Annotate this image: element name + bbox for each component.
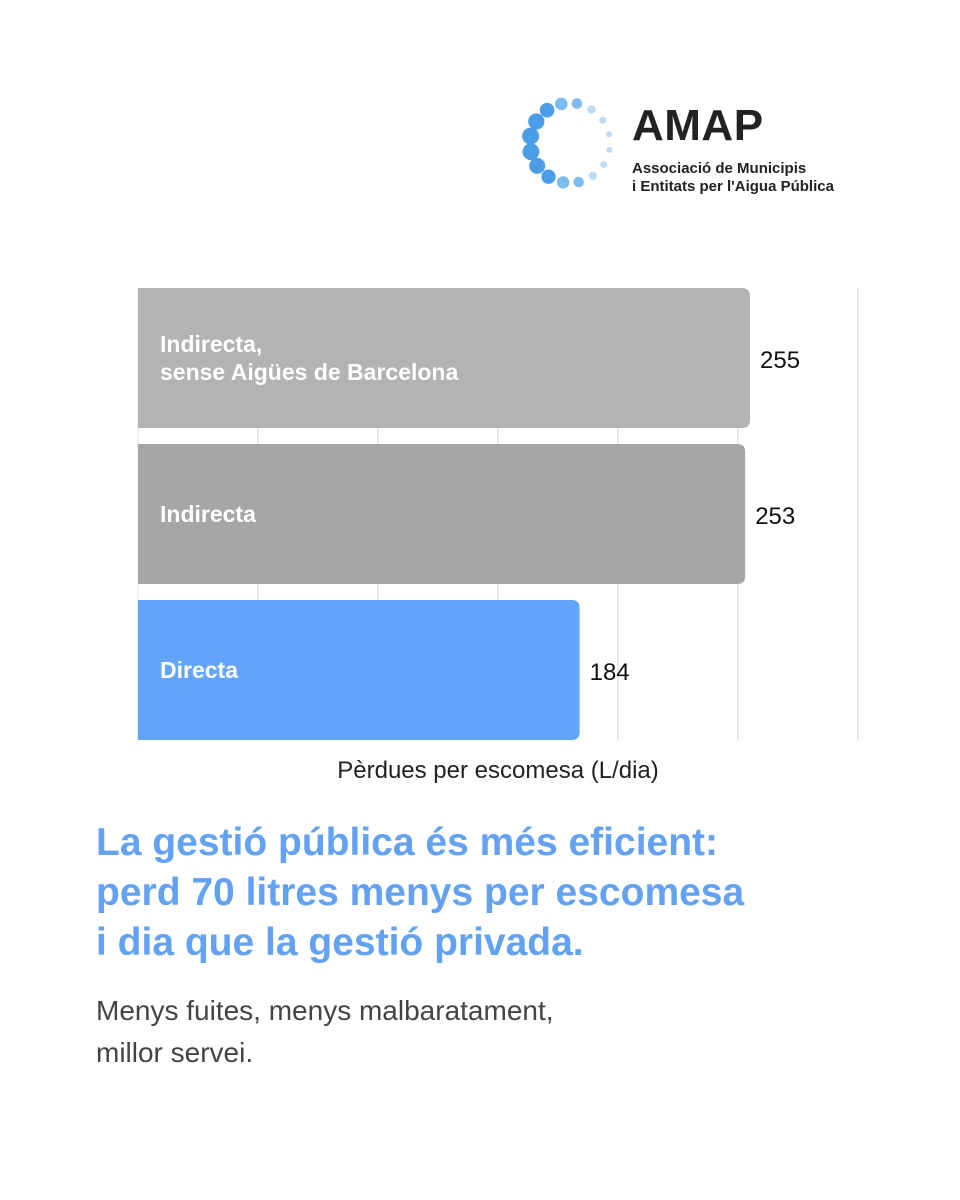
x-axis-label: Pèrdues per escomesa (L/dia) [337, 757, 659, 784]
logo-dot [587, 105, 596, 114]
logo-name: AMAP [632, 101, 764, 150]
logo-dot [571, 98, 583, 109]
bar-value-label: 184 [590, 659, 630, 686]
bar-chart: Indirecta,sense Aigües de Barcelona 255 In… [137, 288, 859, 784]
logo-dot [600, 161, 608, 168]
amap-logo: AMAP Associació de Municipis i Entitats … [515, 88, 875, 198]
logo-dot [529, 157, 546, 174]
bar-category-label: sense Aigües de Barcelona [160, 359, 458, 385]
logo-dot [528, 113, 545, 130]
bar-value-label: 253 [755, 503, 795, 530]
logo-dot [541, 169, 556, 184]
subheadline-line1: Menys fuites, menys malbaratament, [96, 995, 554, 1026]
water-drops-logo-icon [522, 97, 613, 189]
bar-category-label: Directa [160, 657, 238, 683]
logo-dot [555, 97, 568, 111]
subheadline: Menys fuites, menys malbaratament, millo… [96, 990, 896, 1074]
logo-dot [556, 176, 570, 189]
logo-dot [573, 176, 584, 188]
bar-category-label: Indirecta, [160, 331, 262, 357]
logo-subtitle-line2: i Entitats per l'Aigua Pública [632, 178, 834, 195]
logo-dot [599, 116, 607, 124]
logo-dot [606, 131, 613, 138]
bar [138, 600, 580, 740]
headline-line3: i dia que la gestió privada. [96, 921, 584, 964]
logo-dot [588, 171, 598, 180]
chart-bars [138, 288, 750, 740]
logo-dot [522, 143, 540, 161]
bar [138, 288, 750, 428]
bar-category-label: Indirecta [160, 501, 256, 527]
headline: La gestió pública és més eficient: perd … [96, 818, 896, 968]
headline-line1: La gestió pública és més eficient: [96, 821, 719, 864]
bar-value-label: 255 [760, 347, 800, 374]
subheadline-line2: millor servei. [96, 1037, 254, 1068]
logo-dot [522, 127, 540, 145]
chart-labels: Indirecta,sense Aigües de Barcelona 255 In… [160, 331, 800, 686]
bar [138, 444, 746, 584]
logo-dot [606, 146, 613, 153]
headline-line2: perd 70 litres menys per escomesa [96, 871, 745, 914]
logo-dot [539, 102, 555, 118]
logo-subtitle-line1: Associació de Municipis [632, 160, 807, 177]
